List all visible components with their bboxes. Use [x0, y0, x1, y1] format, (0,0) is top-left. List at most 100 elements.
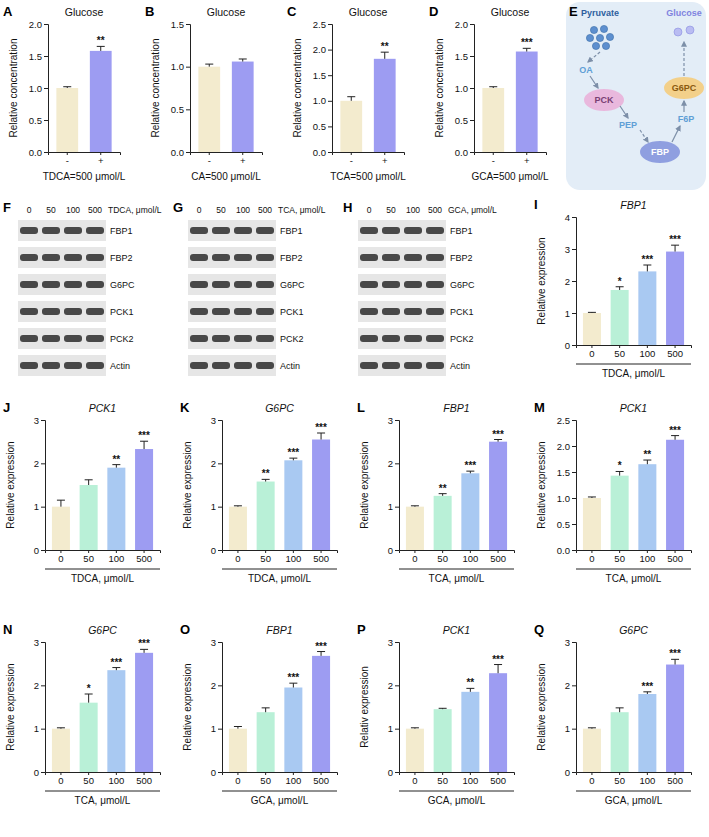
y-tick-label: 1 [388, 723, 393, 734]
y-tick-label: 0.0 [171, 147, 184, 158]
x-group-line [45, 791, 160, 792]
y-axis-line [44, 25, 49, 153]
plot-marks [198, 59, 253, 152]
panel-letter: Q [534, 622, 544, 637]
plot-marks [340, 52, 395, 152]
x-tick: 500 [136, 772, 152, 786]
x-axis-title: TDCA=500 μmol/L [43, 171, 126, 182]
x-tick-label: - [492, 155, 495, 166]
y-tick-mark [395, 420, 399, 421]
x-tick-label: 0 [235, 553, 240, 564]
bar [583, 313, 601, 345]
error-bar-stem [100, 46, 101, 50]
x-tick: 500 [490, 550, 506, 564]
bar [666, 665, 684, 772]
y-tick: 2.5 [313, 19, 332, 30]
y-tick-mark [328, 126, 332, 127]
y-tick: 1.5 [455, 51, 474, 62]
y-tick-mark [41, 729, 45, 730]
x-tick-label: 0 [412, 775, 417, 786]
blot-band [404, 335, 422, 342]
x-tick: 500 [136, 550, 152, 564]
blot-band [256, 227, 274, 234]
panel-letter: O [180, 622, 190, 637]
y-tick-mark [395, 642, 399, 643]
plot-marks [56, 46, 111, 152]
error-bar-stem [88, 480, 89, 485]
blot-strip [358, 247, 446, 268]
y-axis-title: Relative expression [182, 663, 193, 750]
y-tick-label: 0.5 [455, 115, 468, 126]
x-tick-label: 0 [412, 553, 417, 564]
cell-background [566, 2, 706, 190]
blot-band [404, 308, 422, 315]
y-tick-mark [572, 642, 576, 643]
error-bar-cap [85, 479, 93, 480]
blot-band [212, 254, 230, 261]
blot-band [234, 227, 252, 234]
error-bar [140, 441, 148, 449]
y-tick-label: 0.5 [557, 519, 570, 530]
plot-marks [583, 659, 684, 772]
x-tick-label: 0 [235, 775, 240, 786]
y-tick-mark [572, 498, 576, 499]
y-tick-mark [218, 642, 222, 643]
x-tick: 0 [412, 550, 417, 564]
error-bar-cap [489, 86, 497, 87]
error-bar [262, 708, 270, 712]
bar-chart: ******0.00.51.01.52.02.5050100500TCA, μm… [534, 400, 692, 584]
protein-label: PCK2 [280, 334, 304, 344]
plot-marks [482, 48, 537, 152]
bar-chart: ******0123050100500GCA, μmol/LRelative e… [534, 622, 692, 806]
y-axis-title: Relative expression [359, 441, 370, 528]
protein-label: FBP2 [450, 253, 473, 263]
bar [80, 485, 98, 550]
y-axis: 0.00.51.01.52.0 [455, 19, 475, 158]
y-axis-line [218, 643, 223, 773]
x-group-line [45, 569, 160, 570]
error-bar-stem [675, 659, 676, 664]
protein-label: Actin [110, 361, 130, 371]
x-axis-title: GCA, μmol/L [605, 795, 663, 806]
y-tick-label: 2.0 [313, 44, 326, 55]
pyruvate-dot [606, 33, 613, 40]
blot-band [42, 308, 60, 315]
panel-letter: G [173, 200, 183, 215]
bar-chart: *****0123050100500TDCA, μmol/LRelative e… [3, 400, 161, 584]
y-tick: 0.0 [29, 147, 48, 158]
x-tick: 50 [614, 772, 625, 786]
blot-strip [18, 328, 106, 349]
y-tick-label: 2.0 [557, 441, 570, 452]
error-bar-stem [351, 97, 352, 101]
node-label: G6PC [672, 83, 697, 93]
error-bar-cap [588, 496, 596, 497]
blot-band [64, 308, 82, 315]
bar-chart: ********0123050100500TDCA, μmol/LRelativ… [180, 400, 338, 584]
significance: *** [315, 641, 327, 652]
y-tick: 1.0 [455, 83, 474, 94]
y-tick-label: 1.5 [455, 51, 468, 62]
bar [198, 67, 220, 152]
y-axis-title: Relative expression [5, 441, 16, 528]
x-axis: 050100500 [46, 772, 161, 786]
protein-label: PCK1 [280, 307, 304, 317]
x-tick-label: 50 [437, 775, 448, 786]
y-tick: 3 [388, 637, 399, 648]
error-bar [466, 471, 474, 473]
y-tick-mark [44, 120, 48, 121]
y-tick-label: 1 [388, 501, 393, 512]
bar [489, 673, 507, 772]
error-bar [411, 505, 419, 507]
bar-chart: *****0123050100500GCA, μmol/LRelativ exp… [357, 622, 515, 806]
y-tick-mark [218, 685, 222, 686]
x-tick-label: 50 [83, 775, 94, 786]
significance: *** [642, 254, 654, 265]
bar [406, 729, 424, 772]
y-tick-mark [328, 24, 332, 25]
x-axis: -+ [49, 152, 121, 166]
x-tick-label: + [382, 155, 388, 166]
blot-strip [188, 328, 276, 349]
bar [406, 507, 424, 550]
y-tick-label: 2 [211, 680, 216, 691]
error-bar [63, 87, 71, 88]
